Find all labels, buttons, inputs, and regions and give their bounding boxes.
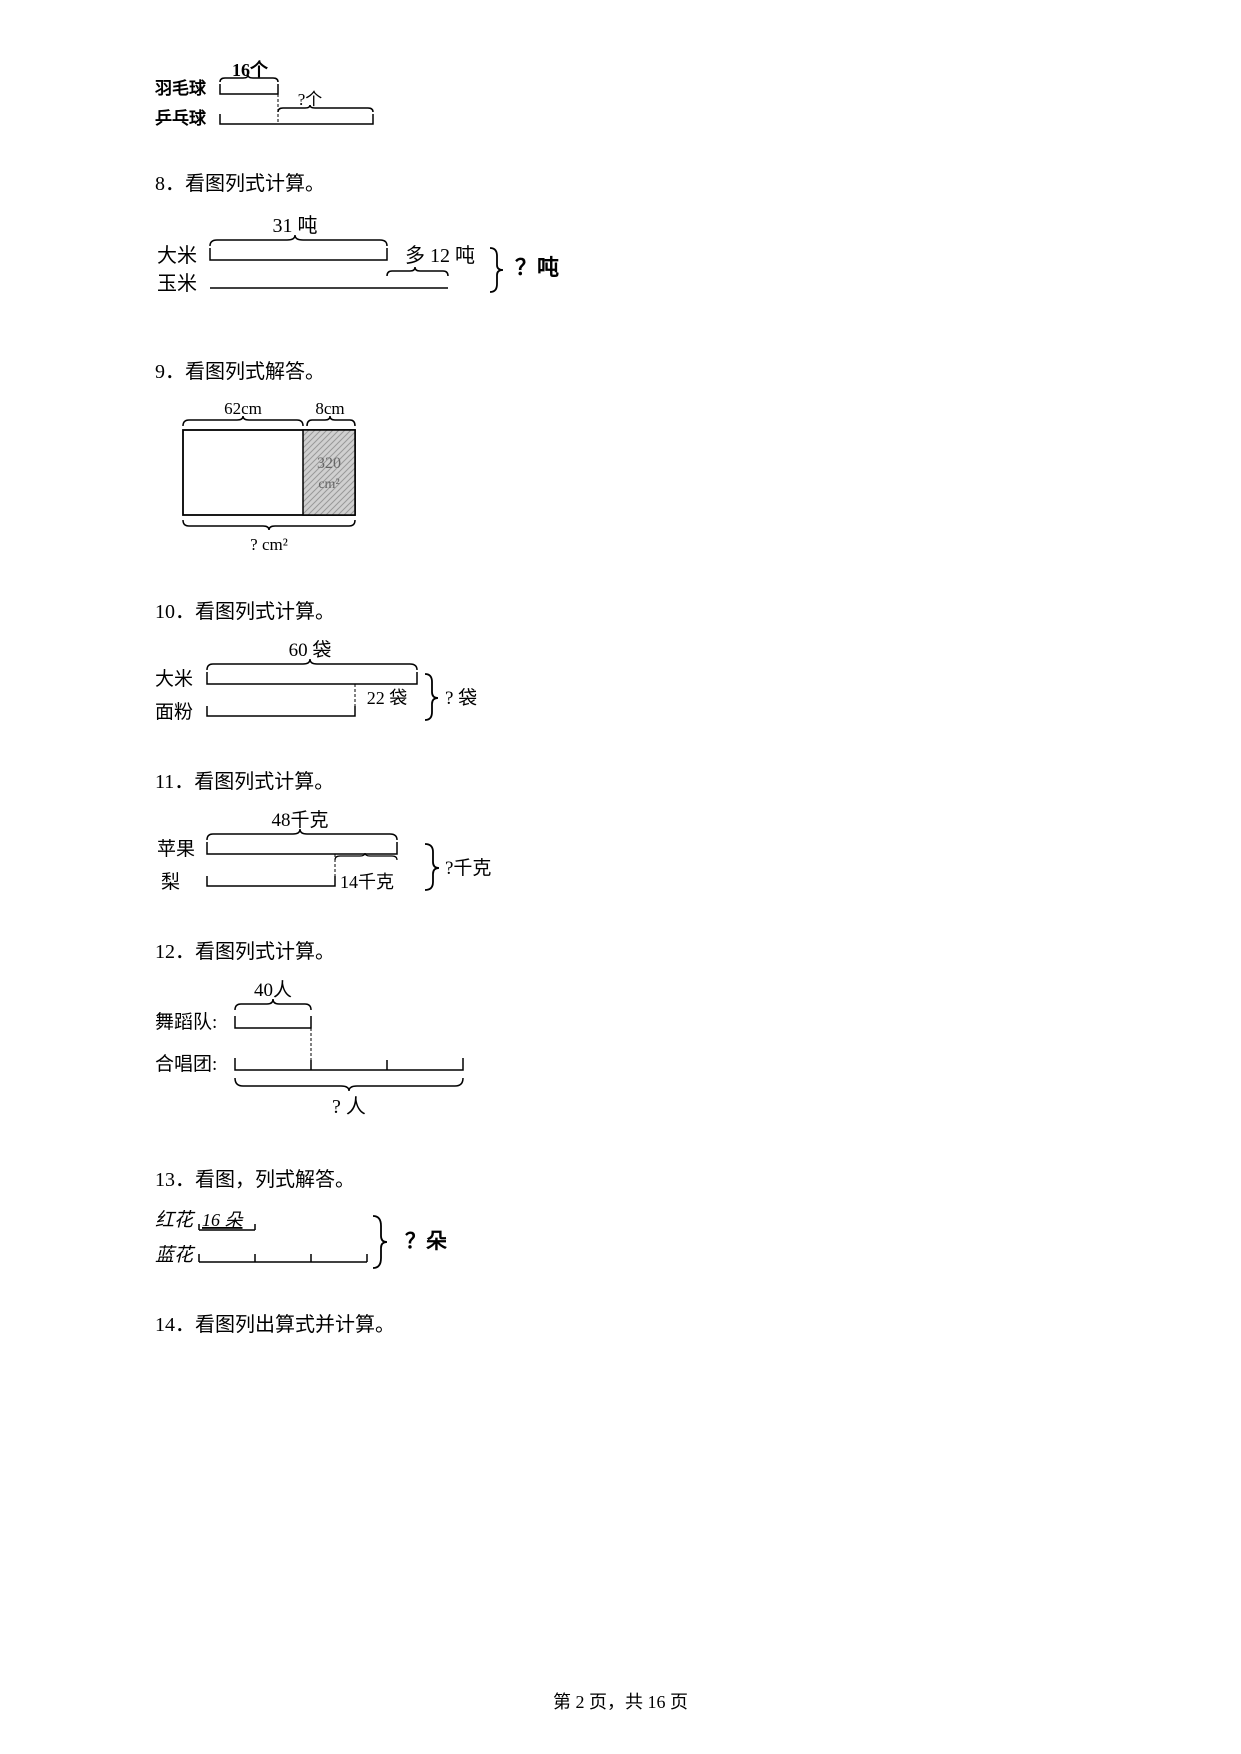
p11-unknown: ?千克 (445, 857, 491, 879)
diagram-p13: 红花 16 朵 蓝花 ？朵 (155, 1206, 1086, 1286)
p9-number: 9． (155, 361, 185, 383)
p12-v1: 40人 (254, 979, 292, 1001)
p10-l2: 面粉 (155, 701, 193, 723)
p10-unknown: ? 袋 (445, 687, 477, 709)
p12-l1: 舞蹈队: (155, 1011, 217, 1033)
p13-number: 13． (155, 1169, 195, 1191)
p8-title: 看图列式计算。 (185, 173, 325, 195)
p10-v1: 60 袋 (289, 639, 332, 661)
p8-unknown: ？吨 (515, 255, 559, 280)
p7-label1: 羽毛球 (155, 78, 207, 98)
p11-v2: 14千克 (340, 872, 394, 892)
footer-suffix: 页 (666, 1692, 689, 1712)
problem-9: 9．看图列式解答。 62cm 8cm (155, 355, 1086, 573)
p9-w1: 62cm (224, 399, 262, 418)
p8-number: 8． (155, 173, 185, 195)
p11-v1: 48千克 (271, 809, 328, 831)
page-footer: 第 2 页，共 16 页 (0, 1688, 1241, 1714)
diagram-p9: 62cm 8cm 320 cm² ? cm² (155, 398, 1086, 573)
p14-number: 14． (155, 1314, 195, 1336)
p9-unknown: ? cm² (250, 535, 288, 554)
p9-area-unit: cm² (318, 477, 339, 492)
p11-number: 11． (155, 771, 194, 793)
problem-10: 10．看图列式计算。 60 袋 大米 22 袋 面粉 ? 袋 (155, 595, 1086, 743)
p13-l1: 红花 (155, 1210, 196, 1231)
p12-unknown: ? 人 (332, 1095, 366, 1118)
p9-w2: 8cm (315, 399, 344, 418)
p8-label2: 玉米 (157, 272, 197, 295)
p8-label1: 大米 (157, 244, 197, 267)
p13-unknown: ？朵 (405, 1229, 447, 1253)
diagram-p8: 31 吨 大米 多 12 吨 玉米 ？吨 (155, 210, 1086, 320)
problem-12: 12．看图列式计算。 40人 舞蹈队: 合唱团: ? 人 (155, 935, 1086, 1133)
diagram-p11: 48千克 苹果 梨 14千克 ?千克 (155, 808, 1086, 913)
diagram-p10: 60 袋 大米 22 袋 面粉 ? 袋 (155, 638, 1086, 743)
footer-page: 2 (576, 1692, 585, 1712)
problem-14: 14．看图列出算式并计算。 (155, 1308, 1086, 1337)
footer-middle: 页，共 (585, 1692, 648, 1712)
p12-l2: 合唱团: (155, 1053, 217, 1075)
problem-13: 13．看图，列式解答。 红花 16 朵 蓝花 ？朵 (155, 1163, 1086, 1286)
p10-title: 看图列式计算。 (195, 601, 335, 623)
p8-extra: 多 12 吨 (405, 244, 475, 267)
p9-area: 320 (317, 455, 341, 472)
p13-l2: 蓝花 (155, 1245, 196, 1266)
p11-l1: 苹果 (157, 838, 195, 860)
p10-number: 10． (155, 601, 195, 623)
p12-number: 12． (155, 941, 195, 963)
problem-7-diagram: 16个 羽毛球 ?个 乒乓球 (155, 60, 1086, 145)
p10-l1: 大米 (155, 668, 193, 690)
p8-value1: 31 吨 (273, 214, 318, 237)
problem-11: 11．看图列式计算。 48千克 苹果 梨 14千克 ?千克 (155, 765, 1086, 913)
p14-title: 看图列出算式并计算。 (195, 1314, 395, 1336)
problem-8: 8．看图列式计算。 31 吨 大米 多 12 吨 玉米 (155, 167, 1086, 320)
p12-title: 看图列式计算。 (195, 941, 335, 963)
p9-title: 看图列式解答。 (185, 361, 325, 383)
p7-label2: 乒乓球 (155, 108, 207, 128)
footer-total: 16 (648, 1692, 666, 1712)
p11-title: 看图列式计算。 (194, 771, 334, 793)
p10-v2: 22 袋 (367, 688, 408, 708)
p13-v1: 16 朵 (202, 1210, 244, 1230)
p13-title: 看图，列式解答。 (195, 1169, 355, 1191)
diagram-p7: 16个 羽毛球 ?个 乒乓球 (155, 60, 1086, 145)
p11-l2: 梨 (161, 871, 180, 893)
footer-prefix: 第 (553, 1692, 576, 1712)
diagram-p12: 40人 舞蹈队: 合唱团: ? 人 (155, 978, 1086, 1133)
